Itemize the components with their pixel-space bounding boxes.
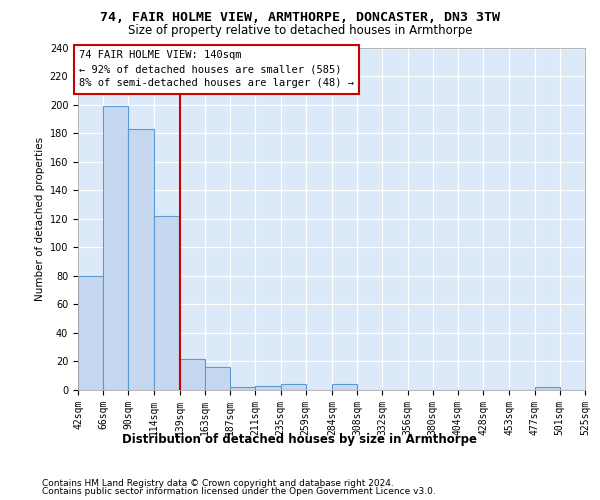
Bar [332,384,357,390]
Bar [180,358,205,390]
Text: 74 FAIR HOLME VIEW: 140sqm
← 92% of detached houses are smaller (585)
8% of semi: 74 FAIR HOLME VIEW: 140sqm ← 92% of deta… [79,50,354,88]
Text: Contains public sector information licensed under the Open Government Licence v3: Contains public sector information licen… [42,487,436,496]
Text: Distribution of detached houses by size in Armthorpe: Distribution of detached houses by size … [122,432,478,446]
Text: Size of property relative to detached houses in Armthorpe: Size of property relative to detached ho… [128,24,472,37]
Bar [535,387,560,390]
Bar [154,216,179,390]
Bar [78,276,103,390]
Bar [205,367,230,390]
Bar [230,387,256,390]
Bar [128,129,154,390]
Bar [281,384,306,390]
Bar [103,106,128,390]
Text: Contains HM Land Registry data © Crown copyright and database right 2024.: Contains HM Land Registry data © Crown c… [42,478,394,488]
Bar [256,386,281,390]
Y-axis label: Number of detached properties: Number of detached properties [35,136,46,301]
Text: 74, FAIR HOLME VIEW, ARMTHORPE, DONCASTER, DN3 3TW: 74, FAIR HOLME VIEW, ARMTHORPE, DONCASTE… [100,11,500,24]
